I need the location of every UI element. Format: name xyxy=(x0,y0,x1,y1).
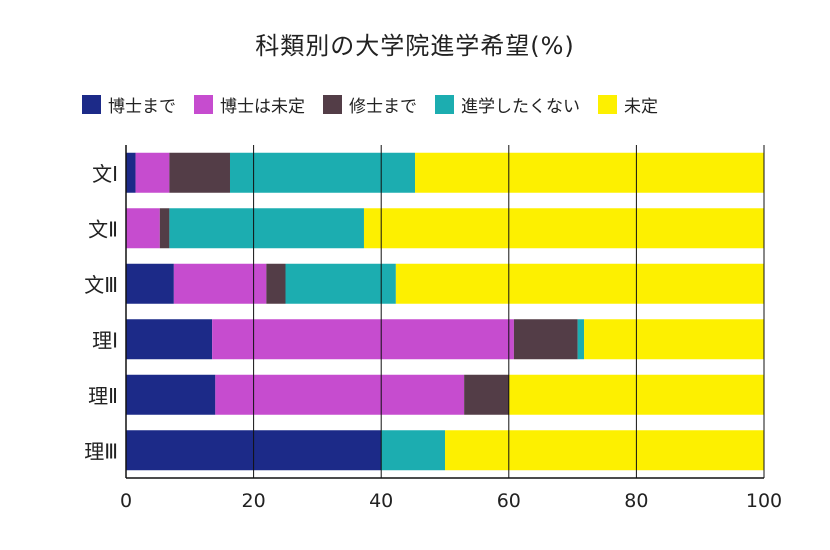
bar-segment xyxy=(169,208,364,249)
x-tick-label: 60 xyxy=(497,490,521,512)
legend-swatch xyxy=(194,94,213,114)
legend-label: 進学したくない xyxy=(461,96,580,117)
bar-segment xyxy=(173,263,267,304)
bar-segment xyxy=(126,208,160,249)
bar-segment xyxy=(169,152,230,193)
legend-item: 未定 xyxy=(598,92,658,117)
bar-segment xyxy=(212,319,514,360)
category-label: 文Ⅲ xyxy=(84,273,118,297)
bar-segment xyxy=(266,263,286,304)
bar-segment xyxy=(464,374,509,415)
bar-segment xyxy=(445,430,764,471)
legend-item: 進学したくない xyxy=(435,92,580,117)
bar-segment xyxy=(395,263,764,304)
bar-segment xyxy=(215,374,465,415)
legend-swatch xyxy=(82,94,101,114)
bar-segment xyxy=(126,263,174,304)
legend-item: 博士まで xyxy=(82,92,176,117)
x-tick-label: 0 xyxy=(120,490,132,512)
legend-swatch xyxy=(323,94,342,114)
chart-title: 科類別の大学院進学希望(%) xyxy=(255,32,575,60)
bar-segment xyxy=(126,374,216,415)
bar-segment xyxy=(584,319,764,360)
category-label: 理Ⅰ xyxy=(92,328,118,352)
x-tick-label: 80 xyxy=(624,490,648,512)
legend-item: 博士は未定 xyxy=(194,92,305,117)
bar-segment xyxy=(135,152,170,193)
bar-segment xyxy=(229,152,416,193)
bar-segment xyxy=(381,430,445,471)
bar-segment xyxy=(126,152,136,193)
legend-item: 修士まで xyxy=(323,92,417,117)
legend-label: 修士まで xyxy=(349,96,417,117)
legend-swatch xyxy=(435,94,454,114)
legend: 博士まで 博士は未定 修士まで 進学したくない 未定 xyxy=(82,92,658,117)
bar-segment xyxy=(363,208,764,249)
bar-segment xyxy=(285,263,396,304)
bar-segment xyxy=(415,152,764,193)
legend-label: 博士まで xyxy=(108,96,176,117)
x-tick-label: 20 xyxy=(242,490,266,512)
x-tick-label: 40 xyxy=(369,490,393,512)
bar-segment xyxy=(577,319,585,360)
category-label: 理Ⅲ xyxy=(84,439,118,463)
legend-label: 博士は未定 xyxy=(220,96,305,117)
legend-swatch xyxy=(598,94,617,114)
bar-segment xyxy=(159,208,170,249)
bar-segment xyxy=(126,319,213,360)
category-label: 文Ⅱ xyxy=(88,217,118,241)
legend-label: 未定 xyxy=(624,96,658,117)
category-label: 理Ⅱ xyxy=(88,384,118,408)
x-tick-label: 100 xyxy=(746,490,782,512)
category-label: 文Ⅰ xyxy=(92,162,118,186)
bar-segment xyxy=(513,319,578,360)
